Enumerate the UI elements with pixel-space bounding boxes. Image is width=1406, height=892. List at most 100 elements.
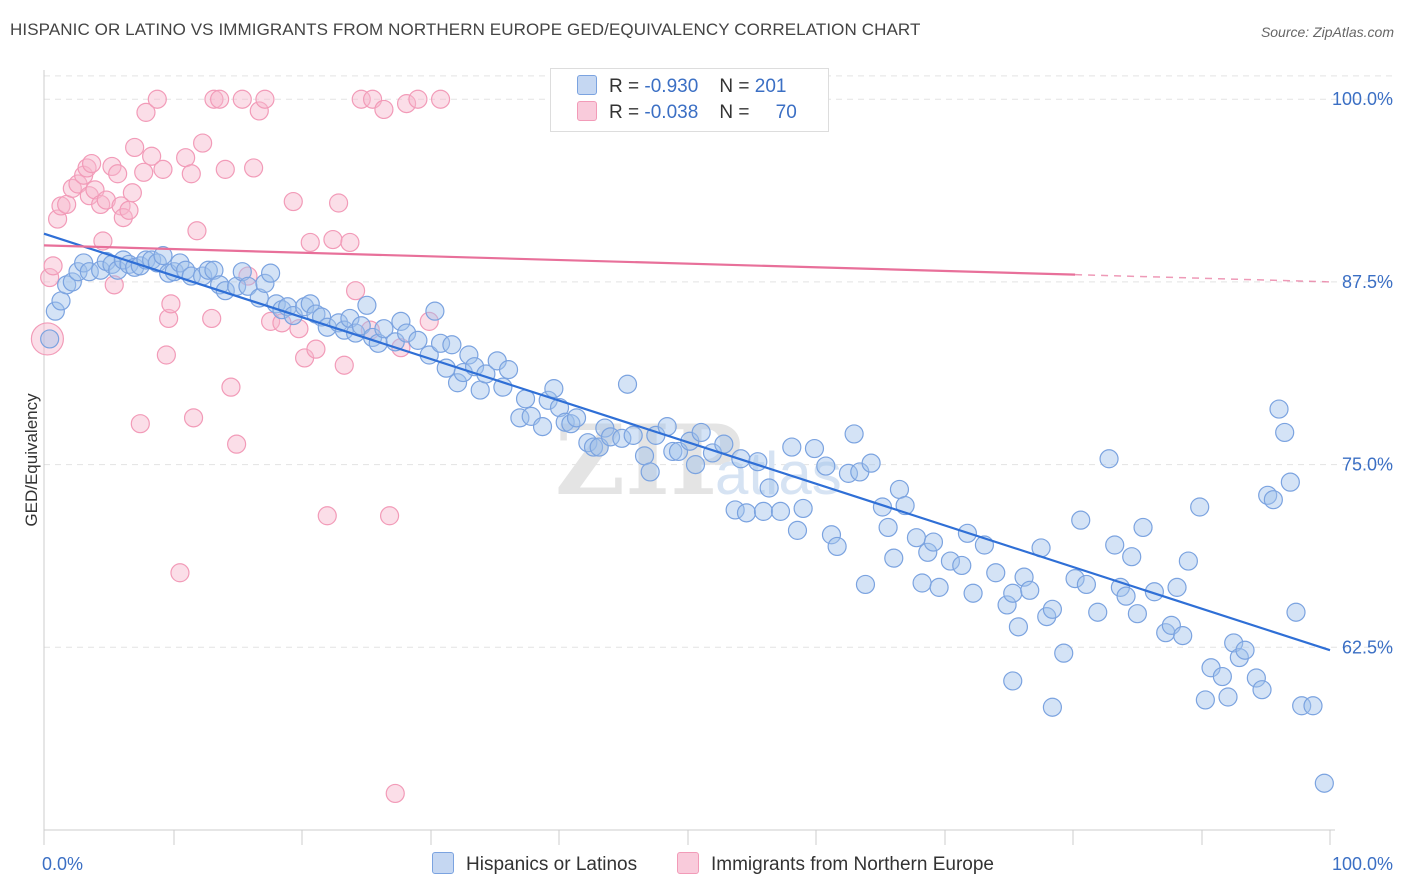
point-immigrant — [108, 164, 128, 184]
point-immigrant — [379, 506, 400, 526]
point-immigrant — [119, 200, 139, 220]
point-hispanic — [1275, 422, 1295, 443]
point-immigrant — [317, 506, 337, 526]
point-hispanic — [1054, 643, 1074, 663]
point-immigrant — [142, 146, 162, 166]
point-hispanic — [827, 536, 847, 557]
point-hispanic — [470, 380, 490, 400]
point-immigrant — [204, 89, 224, 109]
watermark-zip: ZIP — [555, 404, 742, 517]
point-hispanic — [1269, 399, 1289, 419]
point-immigrant — [340, 232, 360, 253]
point-hispanic — [855, 574, 876, 595]
point-hispanic — [1099, 449, 1119, 469]
point-immigrant — [419, 311, 439, 331]
point-immigrant — [210, 89, 230, 109]
y-tick-label: 62.5% — [1342, 637, 1393, 657]
point-hispanic — [1042, 697, 1063, 717]
point-hispanic — [940, 551, 961, 571]
point-hispanic — [391, 311, 411, 331]
point-hispanic — [340, 308, 360, 329]
point-hispanic — [1167, 577, 1187, 597]
point-immigrant — [122, 183, 142, 203]
tick-labels: 62.5% 75.0% 87.5% 100.0% 0.0% 100.0% — [42, 89, 1393, 874]
point-immigrant — [136, 102, 156, 122]
point-hispanic — [770, 501, 791, 521]
point-immigrant — [183, 408, 204, 428]
point-immigrant — [43, 256, 63, 276]
point-hispanic — [861, 453, 881, 473]
point-hispanic — [544, 379, 564, 399]
y-tick-label: 75.0% — [1342, 455, 1393, 475]
point-immigrant — [176, 148, 196, 168]
point-immigrant — [81, 153, 102, 174]
point-hispanic — [804, 438, 825, 459]
point-hispanic — [1218, 687, 1238, 707]
point-immigrant — [104, 275, 124, 295]
point-hispanic — [1003, 583, 1023, 603]
chart-title: HISPANIC OR LATINO VS IMMIGRANTS FROM NO… — [10, 20, 921, 39]
point-hispanic — [1071, 510, 1091, 530]
point-hispanic — [1065, 569, 1085, 589]
point-immigrant — [170, 563, 190, 583]
y-tick-label: 100.0% — [1332, 89, 1393, 109]
point-hispanic — [640, 462, 660, 482]
stats-legend: R = -0.930 N = 201 R = -0.038 N = 70 — [550, 68, 829, 132]
point-hispanic — [844, 424, 864, 444]
point-hispanic — [872, 497, 893, 517]
point-hispanic — [566, 408, 587, 428]
point-hispanic — [1178, 551, 1198, 571]
point-hispanic — [442, 335, 462, 355]
point-hispanic — [408, 330, 428, 350]
point-immigrant — [232, 89, 252, 109]
point-hispanic — [215, 281, 235, 301]
point-hispanic — [1263, 490, 1283, 510]
legend-swatch-pink — [577, 101, 597, 121]
point-hispanic — [617, 374, 638, 394]
point-hispanic — [1235, 640, 1255, 660]
point-hispanic — [255, 273, 275, 293]
point-hispanic — [793, 498, 813, 519]
point-hispanic — [736, 503, 757, 523]
point-hispanic — [306, 304, 326, 324]
point-hispanic — [1122, 547, 1142, 567]
legend-swatch-hispanics — [432, 852, 454, 874]
point-immigrant — [96, 190, 116, 210]
legend-item-immigrants: Immigrants from Northern Europe — [677, 852, 994, 876]
legend-label-hispanics: Hispanics or Latinos — [466, 854, 638, 875]
point-immigrant — [385, 783, 405, 804]
point-hispanic — [997, 595, 1017, 615]
point-hispanic — [1212, 666, 1232, 687]
point-hispanic — [929, 577, 949, 597]
point-immigrant — [255, 89, 275, 109]
point-hispanic — [1280, 472, 1300, 492]
point-immigrant — [57, 194, 77, 215]
point-hispanic — [1190, 497, 1210, 517]
point-hispanic — [396, 323, 417, 343]
point-hispanic — [1008, 617, 1029, 637]
point-hispanic — [691, 422, 711, 443]
r-label: R = — [609, 76, 640, 97]
point-hispanic — [1314, 773, 1334, 793]
point-immigrant — [159, 308, 179, 329]
point-immigrant — [187, 221, 207, 241]
point-hispanic — [1144, 582, 1164, 602]
point-hispanic — [1116, 586, 1136, 606]
n-value-pink: 70 — [775, 102, 797, 123]
point-hispanic — [204, 260, 224, 280]
point-immigrant — [30, 322, 64, 356]
trend-lines — [43, 232, 1331, 652]
point-hispanic — [1105, 535, 1125, 555]
y-axis-label: GED/Equivalency — [22, 393, 41, 527]
series-hispanics-latinos — [40, 246, 1334, 793]
legend-item-hispanics: Hispanics or Latinos — [432, 852, 637, 876]
point-hispanic — [1076, 574, 1096, 595]
point-hispanic — [821, 525, 842, 545]
point-immigrant — [328, 193, 349, 213]
x-tick-label: 0.0% — [42, 854, 83, 874]
point-immigrant — [374, 99, 394, 120]
point-immigrant — [351, 89, 371, 109]
point-immigrant — [156, 345, 176, 365]
point-hispanic — [816, 456, 836, 476]
point-immigrant — [227, 434, 247, 454]
